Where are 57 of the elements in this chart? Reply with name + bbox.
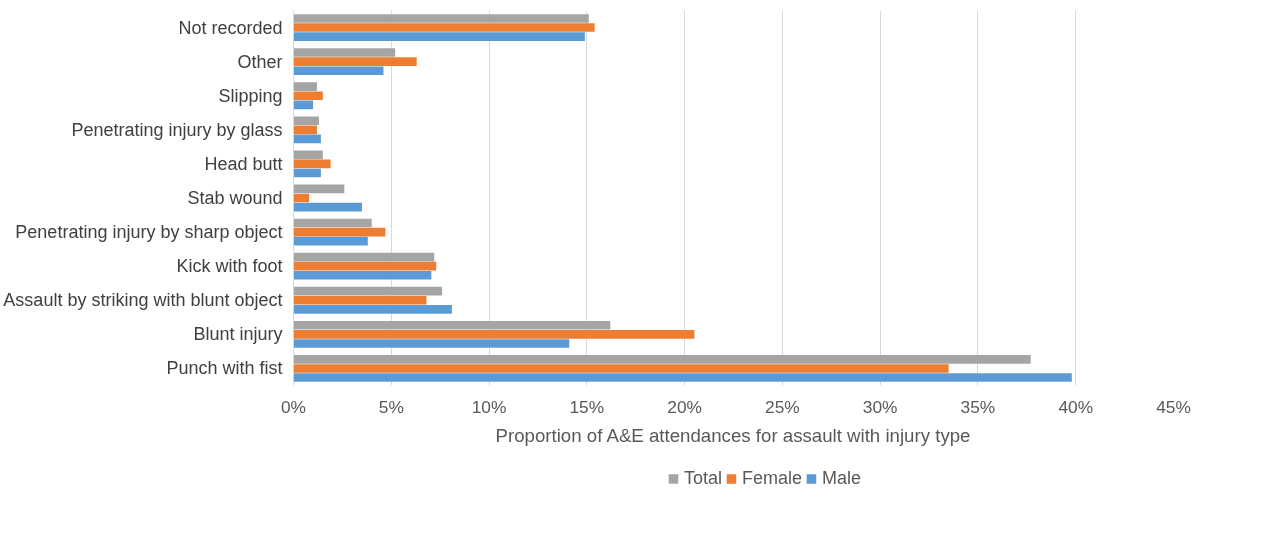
bar [293, 252, 435, 262]
bar [293, 23, 595, 32]
bar [293, 82, 317, 91]
y-tick-label: Penetrating injury by glass [71, 119, 283, 140]
bar [293, 57, 417, 66]
x-tick-label: 20% [667, 396, 702, 417]
bar [293, 270, 432, 280]
bar [293, 168, 321, 178]
y-tick-label: Punch with fist [166, 358, 283, 379]
bar [293, 91, 323, 101]
y-tick-label: Penetrating injury by sharp object [15, 222, 283, 243]
x-tick-label: 0% [280, 396, 307, 417]
x-tick-label: 5% [378, 396, 404, 417]
bar [293, 373, 1072, 382]
bar [293, 320, 611, 330]
bar [293, 66, 384, 76]
x-tick-label: 30% [862, 396, 898, 417]
x-tick-label: 25% [765, 396, 800, 417]
bar [293, 339, 570, 348]
bar [293, 100, 314, 110]
y-tick-label: Stab wound [187, 188, 283, 208]
bar [293, 150, 323, 160]
bar [293, 286, 443, 296]
x-tick-label: 10% [471, 396, 507, 417]
bar [293, 218, 372, 228]
bar [293, 236, 368, 246]
y-tick-label: Not recorded [178, 17, 283, 38]
y-tick-label: Other [237, 51, 283, 72]
bar [293, 227, 386, 237]
bar [293, 295, 427, 305]
bar [293, 261, 437, 271]
x-tick-label: 40% [1058, 396, 1094, 417]
bar [293, 116, 319, 126]
bar [293, 48, 396, 57]
bar [293, 134, 321, 144]
bar [293, 330, 695, 339]
bar [293, 159, 331, 169]
y-tick-label: Slipping [218, 85, 283, 106]
legend-label: Total [683, 467, 722, 489]
y-tick-label: Blunt injury [193, 324, 283, 345]
bar [293, 202, 362, 212]
bar [293, 184, 345, 194]
x-tick-label: 45% [1156, 396, 1191, 417]
bar [293, 364, 949, 373]
legend-label: Female [741, 467, 803, 489]
bar [293, 125, 317, 135]
bar [293, 305, 452, 314]
y-tick-label: Head butt [204, 153, 283, 174]
y-tick-label: Kick with foot [176, 256, 283, 277]
legend-label: Male [822, 467, 862, 489]
x-tick-label: 15% [569, 396, 605, 417]
x-axis-title: Proportion of A&E attendances for assault with injury type [495, 424, 971, 446]
y-tick-label: Assault by striking with blunt object [3, 290, 283, 311]
bar [293, 14, 589, 23]
bar [293, 32, 585, 41]
bar [293, 355, 1031, 364]
x-tick-label: 35% [960, 396, 996, 417]
